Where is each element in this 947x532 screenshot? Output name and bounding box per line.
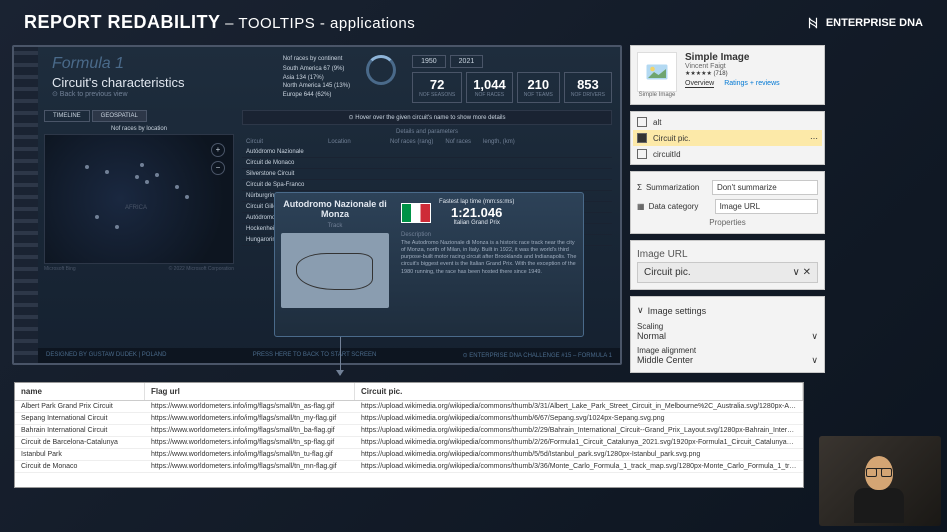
field-well-panel: Image URL Circuit pic. ∨ ✕ [630,240,825,290]
year-end[interactable]: 2021 [450,55,484,68]
scaling-select[interactable]: Normal∨ [637,331,818,342]
chevron-down-icon[interactable]: ∨ [793,267,800,278]
image-settings-header[interactable]: ∨ Image settings [637,303,818,318]
lap-time-value: 1:21.046 [439,205,514,220]
tab-ratings[interactable]: Ratings + reviews [724,80,779,88]
fields-panel: alt Circuit pic.⋯ circuitId [630,111,825,165]
map-title: Nof races by location [44,126,234,132]
stat-boxes: 72NOF SEASONS 1,044NOF RACES 210NOF TEAM… [412,72,612,103]
data-category-select[interactable]: Image URL [715,199,818,214]
data-table[interactable]: name Flag url Circuit pic. Albert Park G… [14,382,804,488]
visual-card-panel: Simple Image Simple Image Vincent Faigt … [630,45,825,105]
map-attribution: Microsoft Bing [44,266,76,272]
circuit-table-header: Circuit Location Nof races (rang) Nof ra… [242,137,612,147]
chevron-down-icon: ∨ [637,305,644,316]
well-field[interactable]: Circuit pic. ∨ ✕ [637,262,818,283]
properties-panel: Σ Summarization Don't summarize ▦ Data c… [630,171,825,234]
callout-arrow-icon [336,370,344,376]
table-row[interactable]: Circuit de Monacohttps://www.worldometer… [15,461,803,473]
rating-stars: ★★★★★ (718) [685,70,818,77]
italy-flag-icon [401,203,431,223]
tooltip-circuit-name: Autodromo Nazionale di Monza [281,199,389,219]
hover-hint: ⊙ Hover over the given circuit's name to… [242,110,612,125]
circuit-row[interactable]: Circuit de Monaco [242,158,612,169]
visual-author: Vincent Faigt [685,63,818,70]
table-row[interactable]: Bahrain International Circuithttps://www… [15,425,803,437]
visual-name: Simple Image [685,52,818,63]
close-icon[interactable]: ✕ [803,267,811,278]
continent-stats: Nof races by continent South America 67 … [283,55,350,99]
tab-timeline[interactable]: TIMELINE [44,110,90,122]
gauge-chart [366,55,396,85]
report-dashboard: Formula 1 Circuit's characteristics ⊙ Ba… [12,45,622,365]
sigma-icon: Σ [637,183,642,192]
alignment-select[interactable]: Middle Center∨ [637,355,818,366]
circuit-row[interactable]: Autódromo Nazionale [242,147,612,158]
field-alt[interactable]: alt [633,114,822,130]
zoom-in-icon[interactable]: + [211,143,225,157]
dashboard-footer: DESIGNED BY GUSTAW DUDEK | POLAND PRESS … [38,348,620,363]
circuit-tooltip: Autodromo Nazionale di Monza Track Faste… [274,192,584,337]
brand-logo: ENTERPRISE DNA [806,16,923,30]
field-circuit-pic[interactable]: Circuit pic.⋯ [633,130,822,146]
tooltip-description: The Autodromo Nazionale di Monza is a hi… [401,240,577,276]
table-row[interactable]: Sepang International Circuithttps://www.… [15,413,803,425]
circuit-row[interactable]: Silverstone Circuit [242,169,612,180]
tab-overview[interactable]: Overview [685,80,714,88]
page-title: REPORT REDABILITY – TOOLTIPS - applicati… [24,12,415,33]
table-row[interactable]: Istanbul Parkhttps://www.worldometers.in… [15,449,803,461]
details-header: Details and parameters [242,129,612,135]
category-icon: ▦ [637,202,645,211]
image-settings-panel: ∨ Image settings Scaling Normal∨ Image a… [630,296,825,373]
circuit-row[interactable]: Circuit de Spa-Franco [242,180,612,191]
summarization-select[interactable]: Don't summarize [712,180,818,195]
table-row[interactable]: Albert Park Grand Prix Circuithttps://ww… [15,401,803,413]
track-image [281,233,389,308]
map-copyright: © 2022 Microsoft Corporation [169,266,234,272]
tab-geospatial[interactable]: GEOSPATIAL [92,110,147,122]
table-header: name Flag url Circuit pic. [15,383,803,401]
webcam-overlay [819,436,941,526]
dna-icon [806,16,820,30]
zoom-out-icon[interactable]: − [211,161,225,175]
page-header: REPORT REDABILITY – TOOLTIPS - applicati… [0,0,947,45]
back-to-start-button[interactable]: PRESS HERE TO BACK TO START SCREEN [253,352,377,359]
table-row[interactable]: Circuit de Barcelona-Catalunyahttps://ww… [15,437,803,449]
year-start[interactable]: 1950 [412,55,446,68]
field-circuitid[interactable]: circuitId [633,146,822,162]
well-label: Image URL [637,247,818,262]
world-map[interactable]: + − [44,134,234,264]
visual-thumbnail [637,52,677,92]
